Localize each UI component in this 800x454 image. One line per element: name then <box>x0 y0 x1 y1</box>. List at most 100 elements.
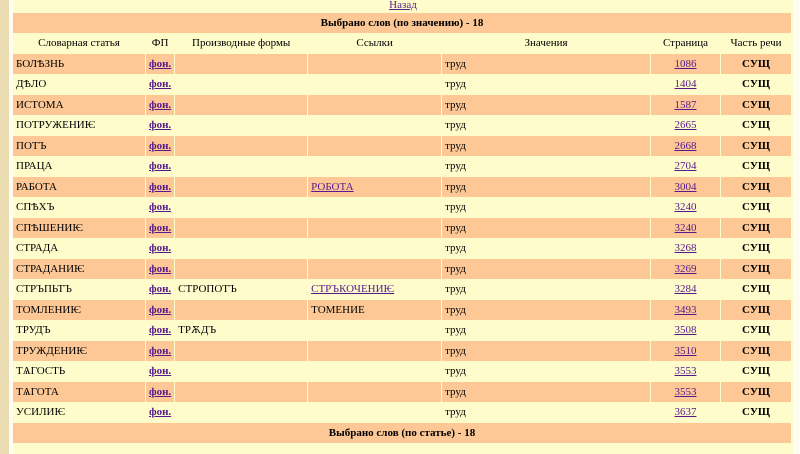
page-link[interactable]: 3510 <box>674 344 697 357</box>
fp-cell: фон. <box>145 136 175 156</box>
title-row-bottom: Выбрано слов (по статье) - 18 <box>13 423 791 443</box>
phonetic-link[interactable]: фон. <box>148 385 172 398</box>
entry-cell: ТРУЖДЕНИѤ <box>13 341 145 361</box>
back-link[interactable]: Назад <box>389 0 417 11</box>
phonetic-link[interactable]: фон. <box>148 139 172 152</box>
page-link[interactable]: 2704 <box>674 160 697 173</box>
page-link[interactable]: 3240 <box>674 221 697 234</box>
table-row: ТѦГОСТЬ фон. труд 3553 СУЩ <box>13 361 791 381</box>
forms-cell <box>175 156 308 176</box>
page-cell: 1587 <box>651 95 720 115</box>
results-table: Выбрано слов (по значению) - 18 Словарна… <box>12 12 792 444</box>
pos-cell: СУЩ <box>720 382 791 402</box>
page-cell: 3508 <box>651 320 720 340</box>
forms-cell <box>175 259 308 279</box>
page-link[interactable]: 2668 <box>674 139 697 152</box>
phonetic-link[interactable]: фон. <box>148 242 172 255</box>
phonetic-link[interactable]: фон. <box>148 406 172 419</box>
phonetic-link[interactable]: фон. <box>148 365 172 378</box>
page-link[interactable]: 3268 <box>674 242 697 255</box>
col-entry: Словарная статья <box>13 33 145 53</box>
pos-cell: СУЩ <box>720 320 791 340</box>
page-cell: 3553 <box>651 382 720 402</box>
page-link[interactable]: 3240 <box>674 201 697 214</box>
meaning-cell: труд <box>442 300 650 320</box>
fp-cell: фон. <box>145 218 175 238</box>
page-link[interactable]: 3553 <box>674 365 697 378</box>
page-link[interactable]: 3493 <box>674 303 697 316</box>
entry-cell: СПѢХЪ <box>13 197 145 217</box>
page-link[interactable]: 3269 <box>674 262 697 275</box>
page-link[interactable]: 1587 <box>674 98 697 111</box>
ref-cell <box>308 341 442 361</box>
phonetic-link[interactable]: фон. <box>148 221 172 234</box>
ref-link[interactable]: РОБОТА <box>311 180 354 193</box>
table-row: СПѢХЪ фон. труд 3240 СУЩ <box>13 197 791 217</box>
page-cell: 3510 <box>651 341 720 361</box>
col-page: Страница <box>651 33 720 53</box>
phonetic-link[interactable]: фон. <box>148 262 172 275</box>
table-row: ТРУЖДЕНИѤ фон. труд 3510 СУЩ <box>13 341 791 361</box>
page-cell: 1404 <box>651 74 720 94</box>
phonetic-link[interactable]: фон. <box>148 303 172 316</box>
page-link[interactable]: 2665 <box>674 119 697 132</box>
pos-cell: СУЩ <box>720 259 791 279</box>
fp-cell: фон. <box>145 197 175 217</box>
fp-cell: фон. <box>145 279 175 299</box>
table-row: ИСТОМА фон. труд 1587 СУЩ <box>13 95 791 115</box>
ref-cell <box>308 361 442 381</box>
ref-cell <box>308 238 442 258</box>
page-cell: 1086 <box>651 54 720 74</box>
phonetic-link[interactable]: фон. <box>148 57 172 70</box>
page-link[interactable]: 3508 <box>674 324 697 337</box>
forms-cell <box>175 74 308 94</box>
ref-cell <box>308 320 442 340</box>
phonetic-link[interactable]: фон. <box>148 78 172 91</box>
page-link[interactable]: 3004 <box>674 180 697 193</box>
pos-cell: СУЩ <box>720 156 791 176</box>
entry-cell: СТРЪПЬТЪ <box>13 279 145 299</box>
ref-cell <box>308 156 442 176</box>
header-row: Словарная статья ФП Производные формы Сс… <box>13 33 791 53</box>
left-border <box>0 0 9 454</box>
phonetic-link[interactable]: фон. <box>148 283 172 296</box>
forms-cell <box>175 238 308 258</box>
phonetic-link[interactable]: фон. <box>148 324 172 337</box>
page-link[interactable]: 1086 <box>674 57 697 70</box>
meaning-cell: труд <box>442 279 650 299</box>
table-row: ТОМЛЕНИѤ фон. ТОМЕНИЕ труд 3493 СУЩ <box>13 300 791 320</box>
meaning-cell: труд <box>442 218 650 238</box>
forms-cell <box>175 54 308 74</box>
forms-cell <box>175 218 308 238</box>
phonetic-link[interactable]: фон. <box>148 201 172 214</box>
page-cell: 3268 <box>651 238 720 258</box>
page-cell: 3240 <box>651 197 720 217</box>
phonetic-link[interactable]: фон. <box>148 344 172 357</box>
phonetic-link[interactable]: фон. <box>148 119 172 132</box>
ref-cell: РОБОТА <box>308 177 442 197</box>
forms-cell <box>175 95 308 115</box>
fp-cell: фон. <box>145 361 175 381</box>
page-link[interactable]: 1404 <box>674 78 697 91</box>
fp-cell: фон. <box>145 320 175 340</box>
meaning-cell: труд <box>442 177 650 197</box>
page-link[interactable]: 3637 <box>674 406 697 419</box>
pos-cell: СУЩ <box>720 238 791 258</box>
page-link[interactable]: 3553 <box>674 385 697 398</box>
page-cell: 3004 <box>651 177 720 197</box>
phonetic-link[interactable]: фон. <box>148 180 172 193</box>
entry-cell: ИСТОМА <box>13 95 145 115</box>
table-row: ТРУДЪ фон. ТРѪДЪ труд 3508 СУЩ <box>13 320 791 340</box>
meaning-cell: труд <box>442 136 650 156</box>
ref-link[interactable]: СТРЪКОЧЕНИѤ <box>311 283 395 296</box>
fp-cell: фон. <box>145 54 175 74</box>
ref-cell <box>308 259 442 279</box>
phonetic-link[interactable]: фон. <box>148 160 172 173</box>
meaning-cell: труд <box>442 238 650 258</box>
forms-cell <box>175 177 308 197</box>
forms-cell <box>175 341 308 361</box>
phonetic-link[interactable]: фон. <box>148 98 172 111</box>
page-link[interactable]: 3284 <box>674 283 697 296</box>
page-cell: 3284 <box>651 279 720 299</box>
meaning-cell: труд <box>442 341 650 361</box>
